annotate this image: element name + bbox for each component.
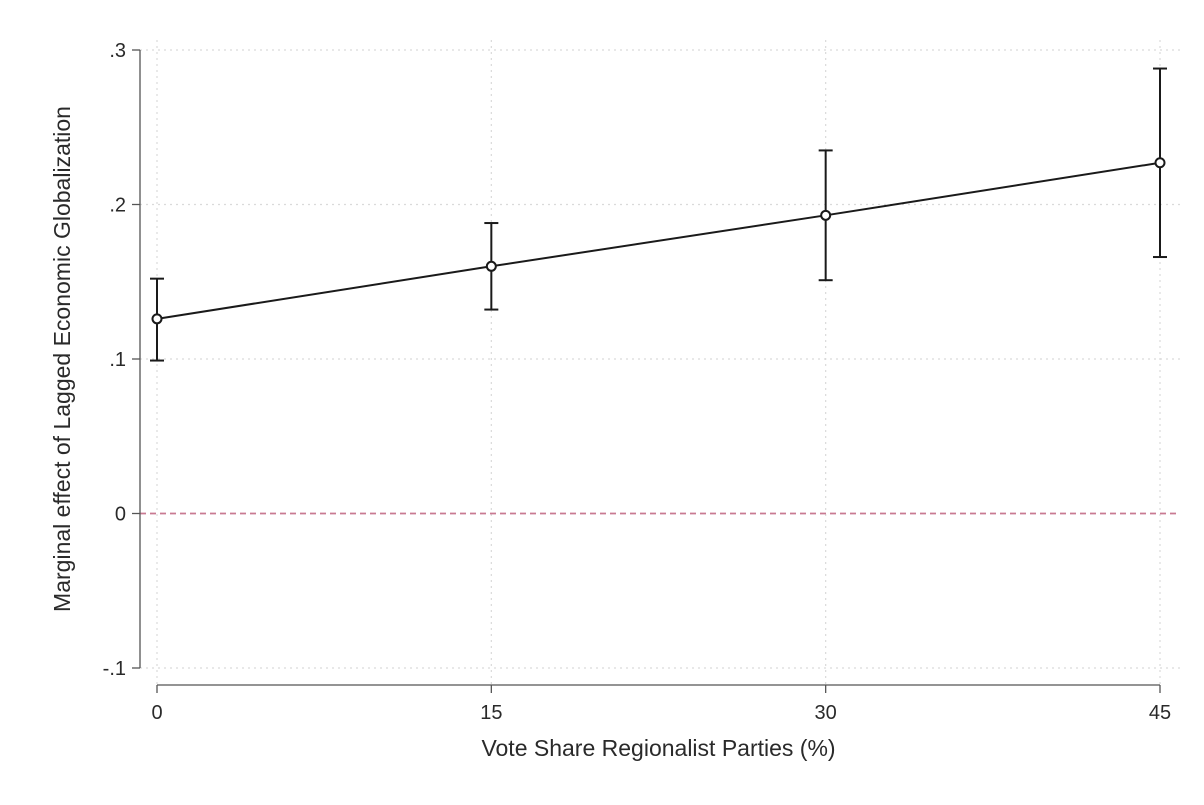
y-tick-label: .2 bbox=[109, 195, 126, 217]
data-point bbox=[485, 260, 497, 272]
y-axis-title: Marginal effect of Lagged Economic Globa… bbox=[49, 106, 75, 612]
ticks-layer: -.1 0 .1 .2 .3 0 15 30 45 bbox=[103, 40, 1171, 724]
y-tick-label: .3 bbox=[109, 40, 126, 62]
data-point bbox=[820, 209, 832, 221]
series-line bbox=[156, 161, 1161, 320]
data-point bbox=[1154, 157, 1166, 169]
x-tick-label: 0 bbox=[151, 702, 162, 724]
data-point bbox=[151, 313, 163, 325]
y-tick-label: -.1 bbox=[103, 658, 126, 680]
x-tick-label: 15 bbox=[480, 702, 502, 724]
x-tick-label: 30 bbox=[815, 702, 837, 724]
y-tick-label: .1 bbox=[109, 349, 126, 371]
series-layer bbox=[150, 67, 1167, 362]
x-tick-label: 45 bbox=[1149, 702, 1171, 724]
y-tick-label: 0 bbox=[115, 504, 126, 526]
x-axis-title: Vote Share Regionalist Parties (%) bbox=[481, 735, 835, 761]
grid-layer bbox=[140, 40, 1180, 685]
axes-layer bbox=[139, 50, 1160, 686]
